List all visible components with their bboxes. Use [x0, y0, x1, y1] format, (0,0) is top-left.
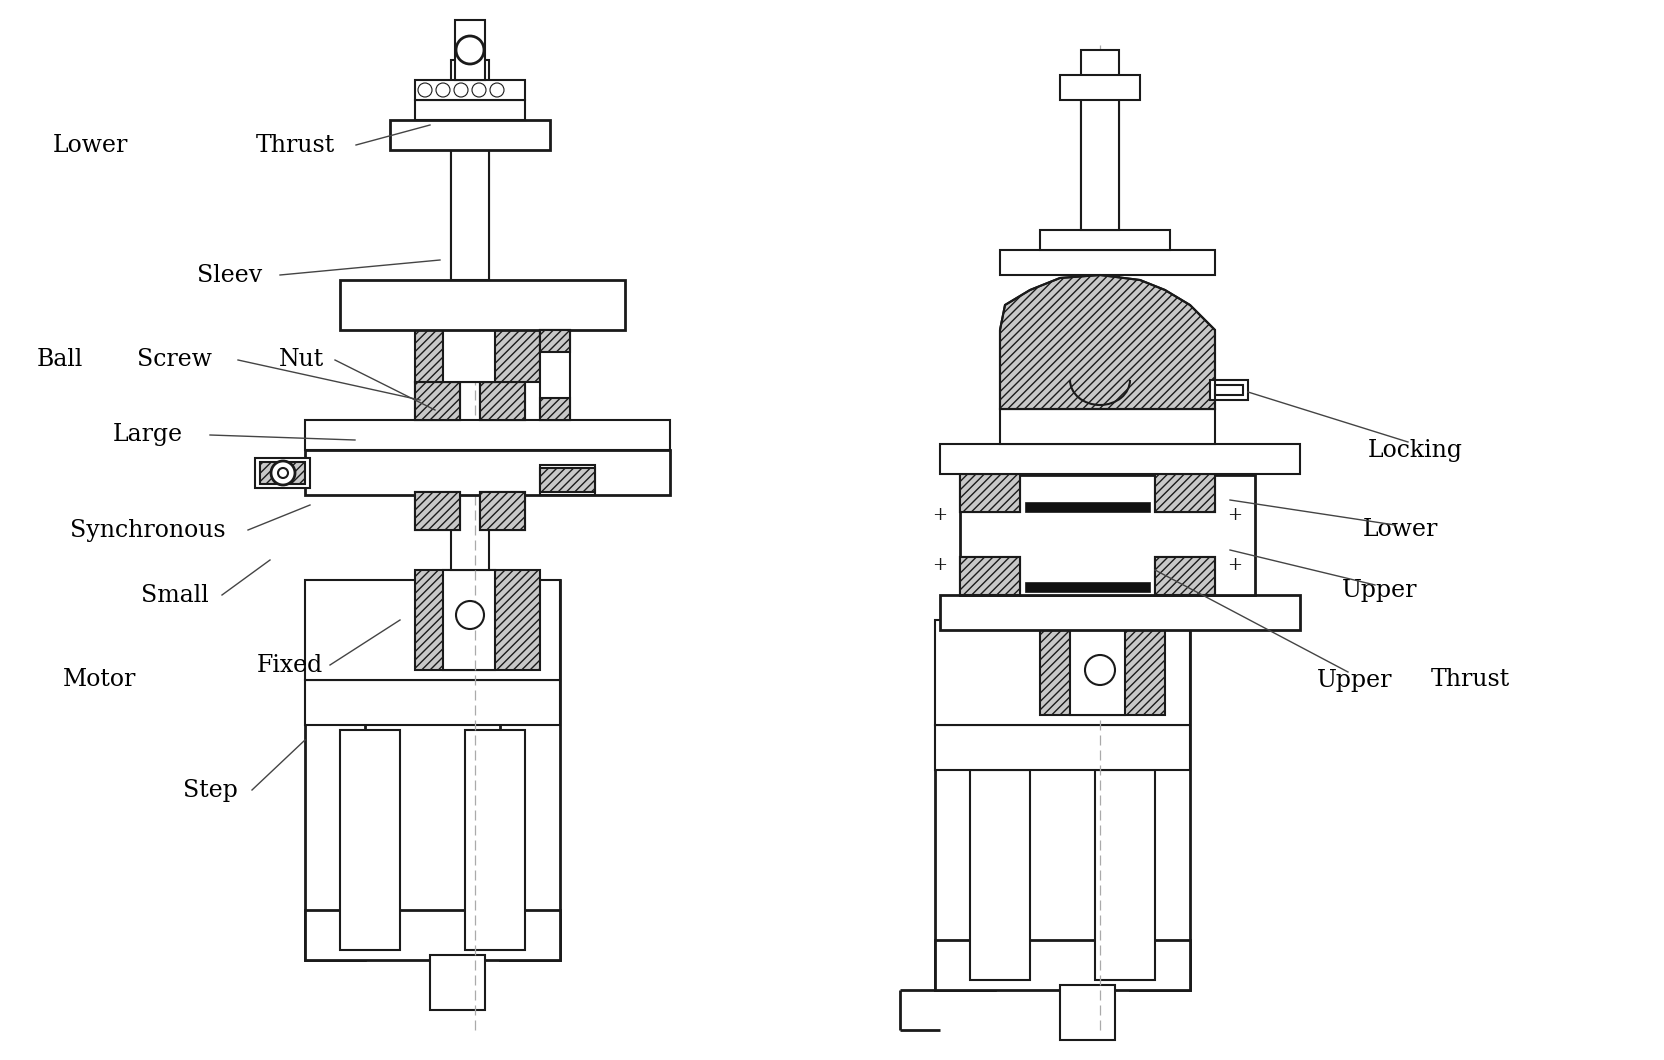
Bar	[960, 556, 1020, 595]
Text: Locking: Locking	[1368, 439, 1463, 461]
Text: +: +	[932, 556, 947, 575]
Bar	[464, 730, 526, 950]
Text: Nut: Nut	[280, 349, 324, 371]
Bar	[935, 620, 1190, 725]
Circle shape	[489, 83, 504, 98]
Text: Thrust: Thrust	[1431, 669, 1509, 691]
Bar	[1130, 620, 1190, 990]
Bar	[479, 382, 526, 420]
Bar	[970, 770, 1030, 980]
Bar	[1000, 409, 1215, 444]
Text: Thrust: Thrust	[255, 134, 334, 157]
Text: +: +	[932, 506, 947, 524]
Text: Screw: Screw	[138, 349, 213, 371]
Text: Synchronous: Synchronous	[70, 518, 226, 542]
Bar	[1215, 385, 1243, 395]
Bar	[429, 955, 484, 1010]
Text: Lower: Lower	[52, 134, 128, 157]
Text: Lower: Lower	[1363, 518, 1438, 542]
Circle shape	[473, 83, 486, 98]
Text: Large: Large	[113, 424, 183, 446]
Polygon shape	[960, 474, 1020, 512]
Text: Sleev: Sleev	[198, 264, 263, 286]
Bar	[541, 398, 571, 420]
Polygon shape	[1040, 630, 1165, 716]
Bar	[1070, 630, 1125, 716]
Text: Upper: Upper	[1318, 669, 1393, 691]
Bar	[541, 330, 571, 420]
Bar	[1025, 582, 1150, 591]
Polygon shape	[414, 382, 459, 420]
Bar	[940, 595, 1300, 630]
Bar	[255, 458, 310, 488]
Bar	[1082, 50, 1118, 630]
Bar	[414, 100, 526, 120]
Text: Ball: Ball	[37, 349, 83, 371]
Bar	[451, 60, 489, 570]
Bar	[1000, 250, 1215, 275]
Text: +: +	[1228, 506, 1243, 524]
Bar	[389, 120, 551, 151]
Polygon shape	[414, 492, 459, 530]
Circle shape	[456, 36, 484, 64]
Bar	[451, 151, 489, 280]
Polygon shape	[960, 556, 1020, 595]
Text: Upper: Upper	[1343, 579, 1418, 601]
Bar	[443, 330, 494, 382]
Circle shape	[278, 469, 288, 478]
Circle shape	[271, 461, 295, 485]
Polygon shape	[541, 469, 596, 492]
Text: Fixed: Fixed	[256, 654, 323, 676]
Text: Step: Step	[183, 778, 238, 801]
Bar	[1040, 230, 1170, 250]
Bar	[479, 492, 526, 530]
Circle shape	[456, 601, 484, 629]
Bar	[305, 580, 364, 960]
Circle shape	[454, 83, 468, 98]
Bar	[339, 280, 626, 330]
Circle shape	[1085, 655, 1115, 685]
Polygon shape	[479, 492, 526, 530]
Bar	[1095, 770, 1155, 980]
Bar	[339, 730, 399, 950]
Bar	[1155, 474, 1215, 512]
Bar	[443, 570, 494, 670]
Bar	[414, 80, 526, 100]
Bar	[541, 330, 571, 352]
Polygon shape	[414, 570, 541, 670]
Bar	[414, 492, 459, 530]
Circle shape	[436, 83, 449, 98]
Polygon shape	[1155, 556, 1215, 595]
Polygon shape	[1000, 275, 1215, 409]
Polygon shape	[479, 382, 526, 420]
Text: Small: Small	[141, 583, 210, 606]
Bar	[1060, 985, 1115, 1040]
Bar	[305, 450, 671, 495]
Polygon shape	[414, 330, 541, 382]
Bar	[960, 474, 1020, 512]
Bar	[305, 420, 671, 450]
Bar	[1025, 502, 1150, 512]
Bar	[935, 725, 1190, 770]
Bar	[305, 580, 561, 681]
Circle shape	[418, 83, 433, 98]
Bar	[960, 475, 1255, 595]
Bar	[935, 620, 995, 990]
Bar	[305, 681, 561, 725]
Bar	[1210, 379, 1248, 400]
Text: +: +	[1228, 556, 1243, 575]
Bar	[499, 580, 561, 960]
Polygon shape	[1155, 474, 1215, 512]
Bar	[940, 444, 1300, 474]
Bar	[1082, 90, 1118, 230]
Text: Motor: Motor	[63, 669, 136, 691]
Bar	[935, 940, 1190, 990]
Bar	[260, 462, 305, 484]
Bar	[1060, 75, 1140, 100]
Bar	[541, 465, 596, 495]
Bar	[454, 20, 484, 80]
Bar	[414, 382, 459, 420]
Bar	[1155, 556, 1215, 595]
Bar	[305, 909, 561, 960]
